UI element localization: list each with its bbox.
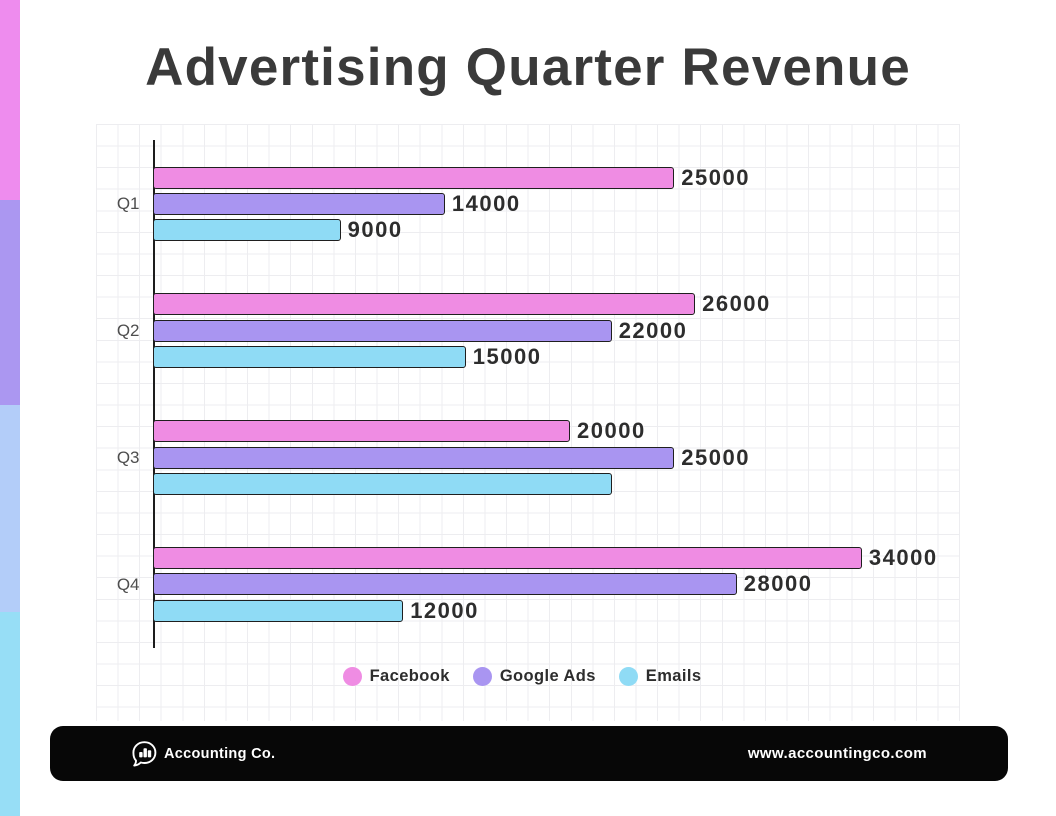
footer-brand-name: Accounting Co. <box>164 745 276 762</box>
value-label-q2-google-ads: 22000 <box>618 317 688 343</box>
legend-label: Google Ads <box>499 667 596 685</box>
legend-dot-google-ads <box>472 667 492 686</box>
bar-q4-facebook <box>153 546 862 569</box>
legend-dot-emails <box>618 667 638 686</box>
value-label-q3-facebook: 20000 <box>577 418 646 444</box>
category-label-q1: Q1 <box>116 194 140 214</box>
bar-q1-facebook <box>153 166 675 189</box>
value-label-q3-google-ads: 25000 <box>681 444 750 470</box>
footer-website: www.accountingco.com <box>747 745 927 762</box>
legend-dot-facebook <box>342 667 362 686</box>
legend-label: Emails <box>645 667 702 685</box>
value-label-q1-emails: 9000 <box>347 217 403 243</box>
accent-strip-purple <box>0 200 20 405</box>
bar-q2-emails <box>153 346 466 369</box>
bar-q3-emails <box>153 472 612 495</box>
bar-q2-facebook <box>153 293 696 316</box>
legend-item-emails: Emails <box>618 667 702 686</box>
value-label-q1-google-ads: 14000 <box>451 190 521 216</box>
bar-q1-emails <box>153 219 341 242</box>
footer-brand-group: Accounting Co. <box>130 740 275 768</box>
bar-q4-emails <box>153 599 404 622</box>
footer-bar: Accounting Co. www.accountingco.com <box>50 726 1008 781</box>
legend-label: Facebook <box>369 667 450 685</box>
value-label-q1-facebook: 25000 <box>681 164 750 190</box>
category-label-q3: Q3 <box>116 448 140 467</box>
accent-strip-periwinkle <box>0 405 20 612</box>
chart-legend: Facebook Google Ads Emails <box>90 666 954 687</box>
speech-bubble-bar-chart-icon <box>132 740 157 767</box>
bar-q1-google-ads <box>153 192 445 215</box>
bar-q3-google-ads <box>153 446 675 469</box>
category-axis-line <box>153 140 155 648</box>
accent-strip-pink <box>0 0 20 200</box>
accent-strip-sky <box>0 612 20 816</box>
bar-q2-google-ads <box>153 319 612 342</box>
value-label-q2-facebook: 26000 <box>702 291 771 317</box>
value-label-q4-emails: 12000 <box>410 597 479 623</box>
legend-item-facebook: Facebook <box>342 667 450 686</box>
value-label-q2-emails: 15000 <box>472 344 542 370</box>
value-label-q4-google-ads: 28000 <box>743 571 813 597</box>
legend-item-google-ads: Google Ads <box>472 667 596 686</box>
category-label-q4: Q4 <box>116 574 140 594</box>
value-label-q4-facebook: 34000 <box>868 544 938 570</box>
bar-q3-facebook <box>153 420 570 443</box>
bar-q4-google-ads <box>153 573 737 596</box>
category-label-q2: Q2 <box>116 321 140 341</box>
page-title: Advertising Quarter Revenue <box>145 38 911 97</box>
